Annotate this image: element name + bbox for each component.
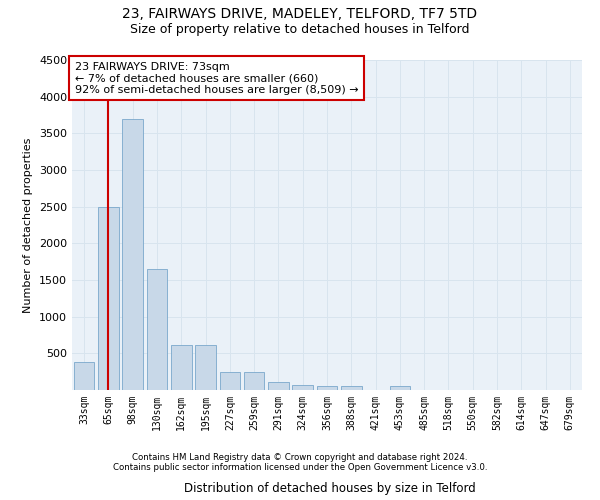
Text: Size of property relative to detached houses in Telford: Size of property relative to detached ho… — [130, 22, 470, 36]
Bar — [171, 344, 191, 390]
Bar — [341, 386, 362, 390]
Bar — [98, 206, 119, 390]
Bar — [146, 269, 167, 390]
Bar — [74, 362, 94, 390]
Bar — [317, 386, 337, 390]
Text: 23, FAIRWAYS DRIVE, MADELEY, TELFORD, TF7 5TD: 23, FAIRWAYS DRIVE, MADELEY, TELFORD, TF… — [122, 8, 478, 22]
Bar — [122, 118, 143, 390]
Bar — [195, 346, 216, 390]
Bar — [268, 382, 289, 390]
Bar — [292, 385, 313, 390]
Bar — [220, 372, 240, 390]
Text: 23 FAIRWAYS DRIVE: 73sqm
← 7% of detached houses are smaller (660)
92% of semi-d: 23 FAIRWAYS DRIVE: 73sqm ← 7% of detache… — [74, 62, 358, 95]
Text: Contains HM Land Registry data © Crown copyright and database right 2024.: Contains HM Land Registry data © Crown c… — [132, 454, 468, 462]
Text: Distribution of detached houses by size in Telford: Distribution of detached houses by size … — [184, 482, 476, 495]
Bar — [244, 372, 265, 390]
Text: Contains public sector information licensed under the Open Government Licence v3: Contains public sector information licen… — [113, 462, 487, 471]
Y-axis label: Number of detached properties: Number of detached properties — [23, 138, 34, 312]
Bar — [389, 386, 410, 390]
